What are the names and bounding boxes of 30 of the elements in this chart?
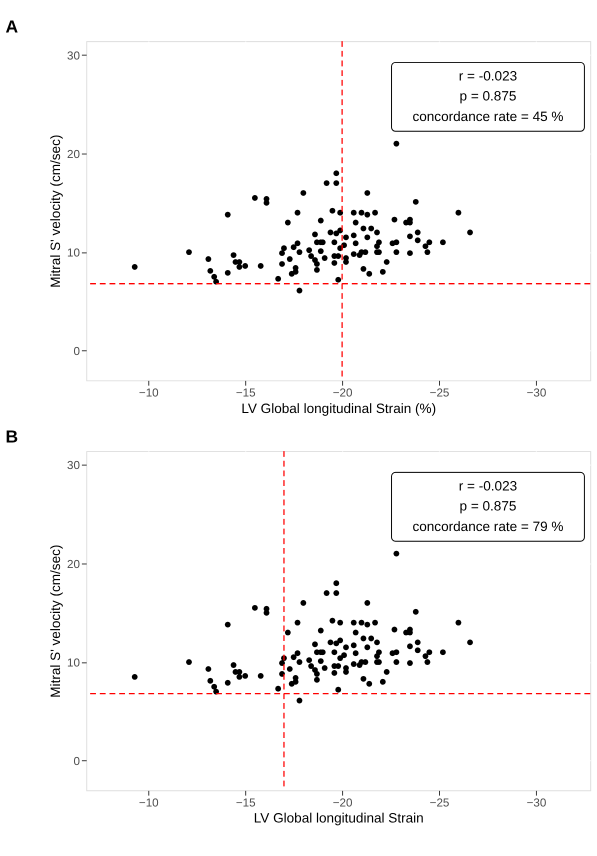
x-tick-label: −15 bbox=[236, 796, 256, 810]
annotation: p = 0.875 bbox=[460, 88, 516, 104]
y-tick-label: 20 bbox=[67, 558, 80, 571]
chart-title: A bbox=[5, 16, 18, 37]
y-axis-title: Mitral S' velocity (cm/sec) bbox=[48, 544, 64, 698]
annotation: concordance rate = 79 % bbox=[412, 519, 564, 534]
x-axis-title: LV Global longitudinal Strain (%) bbox=[241, 400, 436, 416]
x-tick-label: −30 bbox=[526, 386, 546, 400]
y-tick-label: 10 bbox=[67, 656, 80, 670]
x-tick-label: −25 bbox=[430, 796, 450, 810]
y-tick-label: 10 bbox=[67, 246, 80, 260]
y-tick-label: 30 bbox=[67, 459, 80, 472]
y-tick-label: 20 bbox=[67, 148, 80, 161]
annotation: r = -0.023 bbox=[458, 478, 518, 494]
x-axis-title: LV Global longitudinal Strain bbox=[254, 810, 424, 826]
x-tick-label: −15 bbox=[236, 386, 256, 400]
x-tick-label: −10 bbox=[138, 796, 159, 810]
x-tick-label: −20 bbox=[332, 796, 352, 810]
annotation: r = -0.023 bbox=[458, 68, 518, 84]
x-tick-label: −30 bbox=[526, 796, 546, 810]
x-tick-label: −25 bbox=[430, 386, 450, 400]
y-tick-label: 0 bbox=[73, 345, 80, 358]
x-tick-label: −20 bbox=[332, 386, 352, 400]
x-tick-label: −10 bbox=[138, 386, 159, 400]
y-tick-label: 30 bbox=[67, 49, 80, 62]
y-axis-title: Mitral S' velocity (cm/sec) bbox=[48, 134, 64, 288]
annotation: concordance rate = 45 % bbox=[412, 109, 564, 124]
y-tick-label: 0 bbox=[73, 755, 80, 768]
annotation: p = 0.875 bbox=[460, 498, 516, 514]
chart-title: B bbox=[5, 426, 18, 447]
